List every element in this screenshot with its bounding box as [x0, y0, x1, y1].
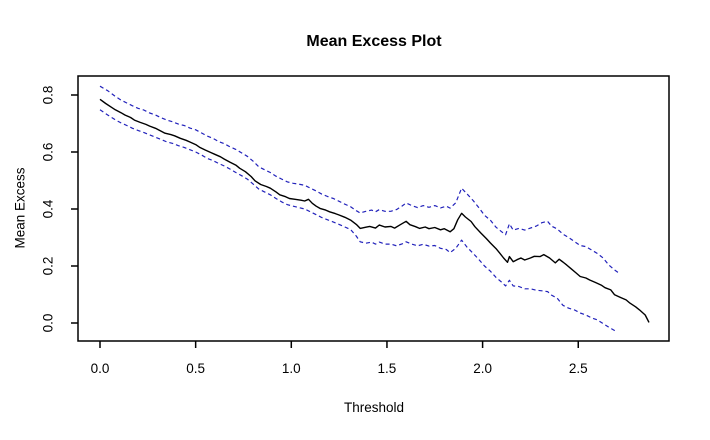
x-tick-label: 2.0	[473, 361, 492, 376]
y-tick-label: 0.0	[41, 314, 56, 333]
y-tick-label: 0.8	[41, 86, 56, 105]
y-tick-label: 0.2	[41, 257, 56, 276]
data-series-layer	[99, 85, 650, 333]
plot-box	[77, 75, 670, 342]
x-axis-title: Threshold	[343, 400, 405, 415]
y-tick-label: 0.6	[41, 143, 56, 162]
x-tick-label: 0.5	[186, 361, 205, 376]
x-tick-label: 1.0	[282, 361, 301, 376]
series-upper-confidence	[99, 85, 621, 275]
x-tick-label: 2.5	[569, 361, 588, 376]
x-tick-label: 1.5	[378, 361, 397, 376]
y-tick-label: 0.4	[41, 199, 56, 218]
x-tick-label: 0.0	[91, 361, 110, 376]
series-mean-excess	[99, 98, 650, 323]
series-lower-confidence	[99, 109, 617, 333]
chart-title: Mean Excess Plot	[306, 33, 442, 50]
axes-layer: 0.0 0.5 1.0 1.5 2.0 2.5 0.0 0.2 0.4 0.6 0.8	[41, 75, 670, 376]
y-axis-title: Mean Excess	[12, 167, 28, 249]
